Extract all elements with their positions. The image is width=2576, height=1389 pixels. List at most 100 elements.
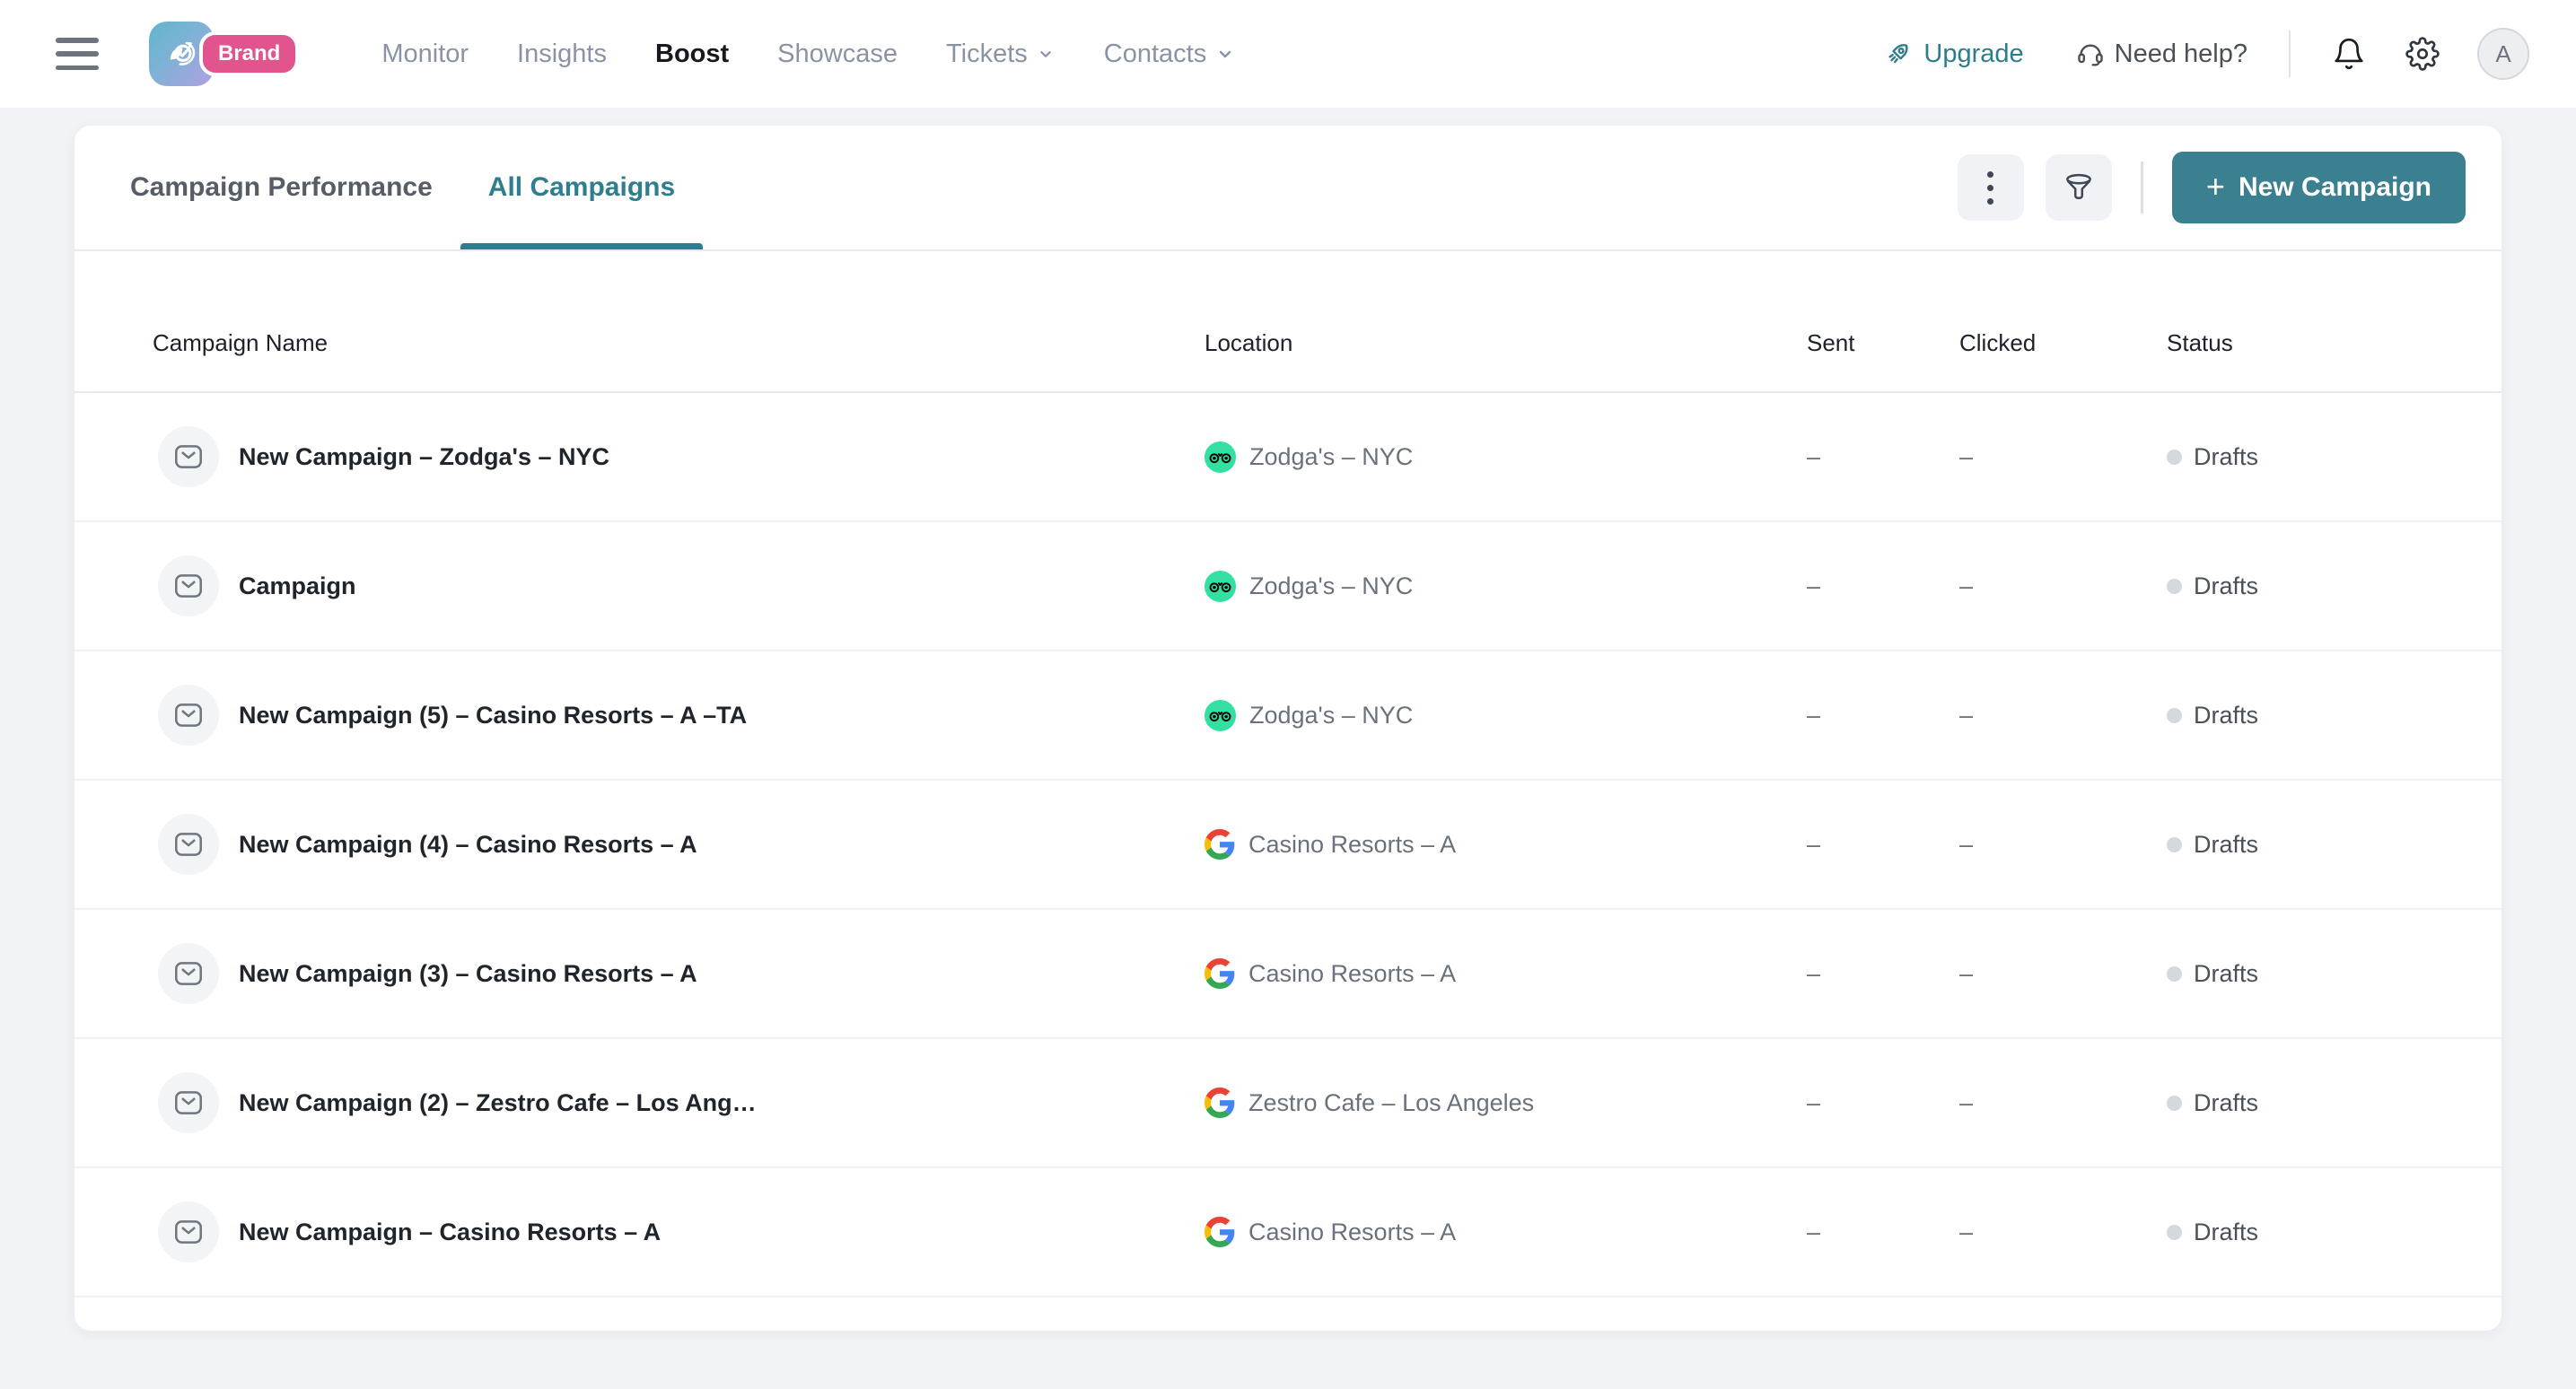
notifications-button[interactable]: [2332, 37, 2366, 71]
campaign-name: New Campaign (4) – Casino Resorts – A: [239, 830, 697, 858]
chevron-down-icon: [1220, 50, 1231, 58]
table-row[interactable]: New Campaign (4) – Casino Resorts – A Ca…: [74, 781, 2502, 910]
location-name: Casino Resorts – A: [1249, 959, 1457, 987]
campaigns-card: Campaign Performance All Campaigns: [74, 126, 2502, 1331]
table-row[interactable]: New Campaign – Zodga's – NYC Zodga's – N…: [74, 393, 2502, 522]
sent-value: –: [1807, 1218, 1821, 1245]
nav-item-insights[interactable]: Insights: [517, 39, 607, 68]
status-dot: [2167, 578, 2182, 594]
app-logo[interactable]: Brand: [149, 22, 300, 86]
gear-icon: [2405, 37, 2440, 71]
envelope-icon: [158, 555, 219, 616]
status-badge: Drafts: [2194, 1088, 2259, 1116]
clicked-value: –: [1959, 1218, 1974, 1245]
sent-value: –: [1807, 830, 1821, 858]
actions-divider: [2140, 162, 2143, 214]
kebab-icon: [1987, 170, 1994, 205]
status-badge: Drafts: [2194, 1218, 2259, 1245]
nav-item-contacts[interactable]: Contacts: [1104, 39, 1236, 69]
status-badge: Drafts: [2194, 701, 2259, 729]
tab-campaign-performance[interactable]: Campaign Performance: [130, 172, 433, 202]
status-dot: [2167, 836, 2182, 852]
column-header-sent: Sent: [1807, 328, 1855, 356]
clicked-value: –: [1959, 701, 1974, 729]
headset-icon: [2077, 44, 2103, 66]
status-dot: [2167, 965, 2182, 982]
table-row[interactable]: New Campaign – Casino Resorts – A Casino…: [74, 1168, 2502, 1297]
google-icon: [1205, 829, 1235, 860]
rocket-icon: [1888, 44, 1908, 64]
campaign-name: New Campaign (5) – Casino Resorts – A –T…: [239, 701, 748, 729]
table-row[interactable]: New Campaign (3) – Casino Resorts – A Ca…: [74, 910, 2502, 1039]
bell-icon: [2335, 38, 2363, 70]
chevron-down-icon: [1040, 51, 1051, 57]
google-icon: [1205, 958, 1235, 989]
campaign-name: New Campaign (2) – Zestro Cafe – Los Ang…: [239, 1088, 757, 1116]
hamburger-menu-icon[interactable]: [56, 38, 99, 70]
location-name: Casino Resorts – A: [1249, 1218, 1457, 1245]
status-badge: Drafts: [2194, 959, 2259, 987]
nav-item-tickets[interactable]: Tickets: [946, 39, 1056, 69]
sent-value: –: [1807, 572, 1821, 599]
plus-icon: +: [2205, 167, 2225, 205]
tripadvisor-icon: [1205, 441, 1236, 473]
status-dot: [2167, 1224, 2182, 1240]
envelope-icon: [158, 685, 219, 746]
clicked-value: –: [1959, 572, 1974, 599]
new-campaign-button[interactable]: + New Campaign: [2171, 152, 2466, 223]
table-header-row: Campaign Name Location Sent Clicked Stat…: [74, 251, 2502, 393]
envelope-icon: [158, 1201, 219, 1262]
status-dot: [2167, 449, 2182, 465]
need-help-link[interactable]: Need help?: [2076, 39, 2247, 69]
sent-value: –: [1807, 442, 1821, 470]
envelope-icon: [158, 1072, 219, 1133]
table-row[interactable]: Campaign Zodga's – NYC – – Drafts: [74, 522, 2502, 651]
tripadvisor-icon: [1205, 570, 1236, 602]
nav-item-monitor[interactable]: Monitor: [381, 39, 469, 68]
location-name: Zestro Cafe – Los Angeles: [1249, 1088, 1535, 1116]
settings-button[interactable]: [2405, 37, 2440, 71]
location-name: Zodga's – NYC: [1249, 572, 1414, 599]
tab-bar: Campaign Performance All Campaigns: [74, 126, 2502, 251]
clicked-value: –: [1959, 1088, 1974, 1116]
clicked-value: –: [1959, 442, 1974, 470]
page-content: Campaign Performance All Campaigns: [0, 108, 2576, 1349]
location-name: Casino Resorts – A: [1249, 830, 1457, 858]
topbar-divider: [2289, 31, 2291, 77]
envelope-icon: [158, 943, 219, 1004]
table-row[interactable]: New Campaign (2) – Zestro Cafe – Los Ang…: [74, 1039, 2502, 1168]
filter-button[interactable]: [2045, 154, 2112, 221]
clicked-value: –: [1959, 830, 1974, 858]
funnel-icon: [2066, 173, 2091, 199]
column-header-clicked: Clicked: [1959, 328, 2037, 356]
brand-badge: Brand: [199, 31, 300, 76]
google-icon: [1205, 1088, 1235, 1118]
status-badge: Drafts: [2194, 572, 2259, 599]
envelope-icon: [158, 814, 219, 875]
campaign-name: Campaign: [239, 572, 356, 599]
top-navigation-bar: Brand Monitor Insights Boost Showcase Ti…: [0, 0, 2576, 108]
campaign-name: New Campaign (3) – Casino Resorts – A: [239, 959, 697, 987]
sent-value: –: [1807, 959, 1821, 987]
tripadvisor-icon: [1205, 699, 1236, 731]
upgrade-link[interactable]: Upgrade: [1885, 39, 2024, 69]
status-dot: [2167, 1095, 2182, 1111]
table-row[interactable]: New Campaign (5) – Casino Resorts – A –T…: [74, 651, 2502, 781]
envelope-icon: [158, 426, 219, 487]
tab-actions: + New Campaign: [1957, 152, 2466, 223]
sent-value: –: [1807, 701, 1821, 729]
sent-value: –: [1807, 1088, 1821, 1116]
clicked-value: –: [1959, 959, 1974, 987]
tab-all-campaigns[interactable]: All Campaigns: [460, 126, 704, 249]
more-options-button[interactable]: [1957, 154, 2024, 221]
google-icon: [1205, 1217, 1235, 1247]
user-avatar[interactable]: A: [2477, 28, 2529, 80]
nav-item-showcase[interactable]: Showcase: [777, 39, 898, 68]
active-tab-underline: [460, 243, 704, 249]
column-header-status: Status: [2167, 328, 2233, 356]
nav-item-boost[interactable]: Boost: [655, 39, 730, 68]
status-badge: Drafts: [2194, 442, 2259, 470]
status-badge: Drafts: [2194, 830, 2259, 858]
campaign-name: New Campaign – Zodga's – NYC: [239, 442, 610, 470]
column-header-campaign-name: Campaign Name: [153, 328, 329, 356]
